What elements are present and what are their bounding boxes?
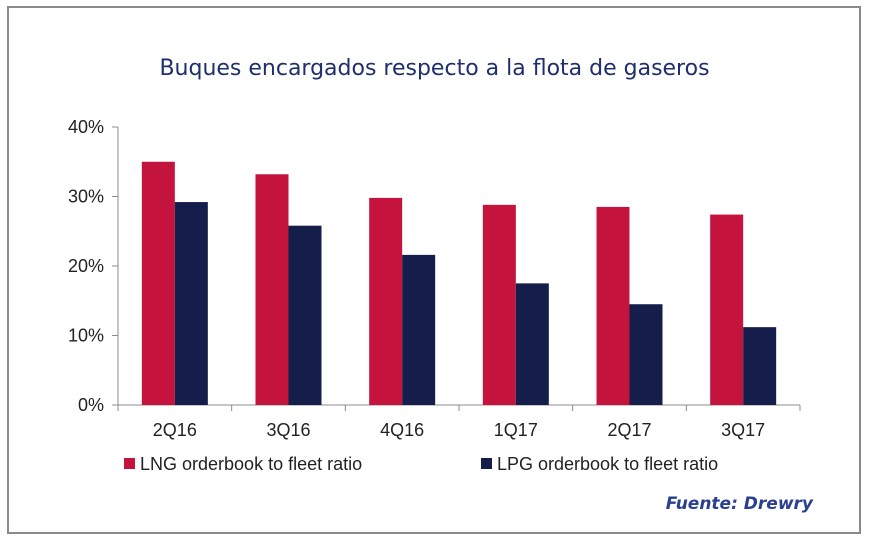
x-tick-label: 4Q16 — [380, 420, 424, 440]
legend-swatch-lng — [124, 458, 135, 469]
y-tick-label: 40% — [68, 117, 104, 137]
y-tick-label: 30% — [68, 187, 104, 207]
x-tick-label: 1Q17 — [494, 420, 538, 440]
x-tick-labels: 2Q16 3Q16 4Q16 1Q17 2Q17 3Q17 — [153, 420, 765, 440]
x-tick-label: 2Q16 — [153, 420, 197, 440]
bar-lng-1q17 — [482, 204, 516, 405]
y-tick-label: 0% — [78, 395, 104, 415]
x-tick-label: 3Q16 — [266, 420, 310, 440]
bars — [141, 161, 777, 405]
y-tick-label: 20% — [68, 256, 104, 276]
legend-swatch-lpg — [481, 458, 492, 469]
bar-lpg-3q17 — [743, 327, 777, 405]
bar-lng-3q16 — [255, 174, 289, 405]
bar-lng-2q17 — [596, 206, 630, 405]
x-tick-label: 3Q17 — [721, 420, 765, 440]
legend-label-lpg: LPG orderbook to fleet ratio — [497, 454, 718, 474]
source-note: Fuente: Drewry — [665, 494, 813, 514]
chart-title: Buques encargados respecto a la flota de… — [159, 56, 710, 81]
bar-lpg-3q16 — [288, 225, 322, 405]
bar-lpg-1q17 — [515, 283, 549, 405]
bar-lpg-2q17 — [629, 304, 663, 405]
y-tick-label: 10% — [68, 326, 104, 346]
bar-lpg-2q16 — [174, 202, 208, 405]
x-tick-label: 2Q17 — [607, 420, 651, 440]
bar-lng-3q17 — [710, 214, 744, 405]
bar-lng-4q16 — [369, 197, 403, 405]
bar-lng-2q16 — [141, 161, 175, 405]
legend-label-lng: LNG orderbook to fleet ratio — [140, 454, 362, 474]
axes — [112, 126, 801, 411]
bar-lpg-4q16 — [402, 254, 436, 405]
y-tick-labels: 0% 10% 20% 30% 40% — [68, 117, 104, 415]
legend: LNG orderbook to fleet ratio LPG orderboo… — [124, 454, 718, 474]
